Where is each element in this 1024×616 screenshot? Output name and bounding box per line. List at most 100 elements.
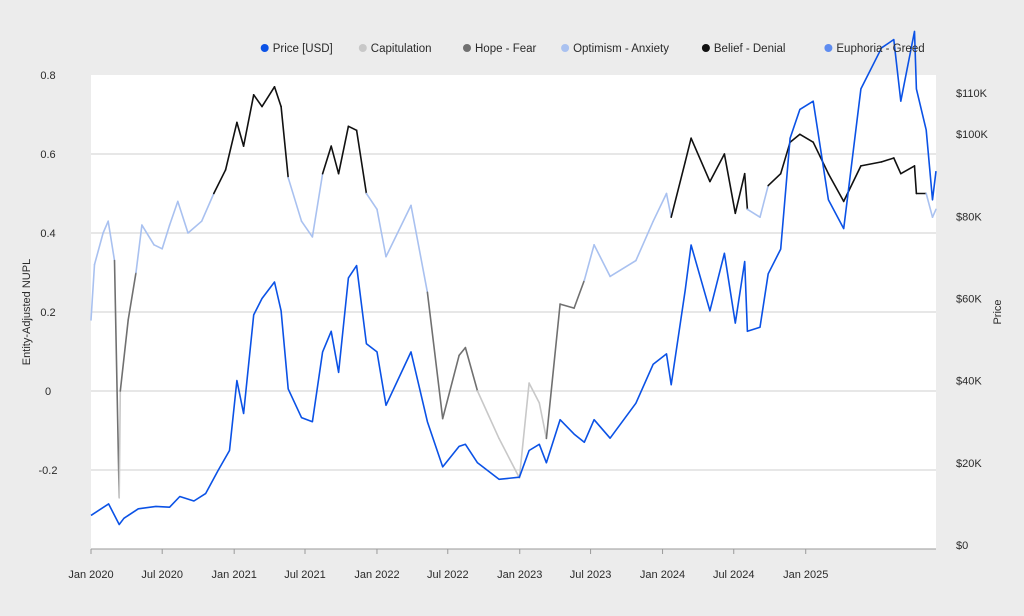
nupl-segment-optimism-anxiety [187, 220, 203, 234]
legend-item-hope-fear: Hope - Fear [463, 43, 537, 55]
nupl-segment-belief-denial [842, 165, 862, 203]
y-left-tick-0: 0 [45, 386, 51, 398]
nupl-segment-belief-denial [892, 157, 902, 175]
nupl-segment-capitulation [528, 382, 541, 404]
y-axis-right: $110K $100K $80K $60K $40K $20K $0 [956, 88, 988, 552]
legend-swatch-euphoria-greed [824, 44, 833, 52]
legend-item-price: Price [USD] [260, 43, 333, 55]
y-left-tick-0-8: 0.8 [40, 70, 55, 82]
nupl-segment-capitulation [518, 382, 530, 479]
nupl-segment-hope-fear [119, 319, 129, 392]
legend-swatch-price [260, 44, 269, 52]
x-tick-jul-2024: Jul 2024 [713, 569, 755, 581]
nupl-line-segments [90, 86, 937, 499]
nupl-segment-optimism-anxiety [135, 224, 143, 274]
nupl-segment-belief-denial [913, 165, 918, 195]
nupl-segment-hope-fear [127, 271, 137, 321]
gridlines [91, 153, 936, 471]
nupl-segment-optimism-anxiety [153, 244, 163, 250]
y-right-tick-20k: $20K [956, 458, 982, 470]
nupl-segment-optimism-anxiety [376, 208, 387, 258]
nupl-segment-belief-denial [743, 172, 749, 211]
price-line [90, 30, 937, 526]
x-tick-jan-2023: Jan 2023 [497, 569, 542, 581]
nupl-segment-belief-denial [337, 125, 350, 175]
y-axis-left-title: Entity-Adjusted NUPL [21, 259, 33, 365]
legend-label-belief-denial: Belief - Denial [714, 43, 786, 55]
nupl-segment-capitulation [538, 402, 548, 440]
nupl-segment-belief-denial [690, 137, 711, 183]
nupl-segment-optimism-anxiety [925, 192, 934, 218]
legend-item-optimism-anxiety: Optimism - Anxiety [561, 43, 669, 55]
x-tick-jan-2021: Jan 2021 [212, 569, 257, 581]
nupl-segment-belief-denial [273, 86, 282, 108]
x-tick-jul-2023: Jul 2023 [570, 569, 612, 581]
nupl-segment-belief-denial [789, 133, 801, 143]
nupl-segment-belief-denial [734, 172, 746, 215]
nupl-segment-belief-denial [321, 145, 333, 175]
y-left-tick-0-4: 0.4 [40, 228, 55, 240]
x-tick-jul-2020: Jul 2020 [141, 569, 183, 581]
nupl-segment-hope-fear [559, 303, 575, 309]
nupl-segment-optimism-anxiety [385, 204, 412, 258]
y-left-tick-0-6: 0.6 [40, 149, 55, 161]
nupl-segment-optimism-anxiety [287, 176, 303, 222]
nupl-segment-belief-denial [799, 133, 815, 143]
legend-swatch-capitulation [358, 44, 367, 52]
nupl-segment-optimism-anxiety [107, 220, 116, 262]
y-left-tick-0-2: -0.2 [39, 465, 58, 477]
nupl-segment-optimism-anxiety [161, 224, 171, 250]
nupl-segment-optimism-anxiety [759, 184, 770, 218]
nupl-segment-hope-fear [426, 291, 444, 420]
nupl-segment-belief-denial [252, 94, 263, 108]
nupl-segment-optimism-anxiety [609, 259, 637, 278]
nupl-segment-optimism-anxiety [635, 220, 655, 262]
nupl-segment-belief-denial [723, 153, 737, 215]
legend-item-euphoria-greed: Euphoria - Greed [824, 43, 925, 55]
x-tick-jul-2021: Jul 2021 [284, 569, 326, 581]
x-tick-jan-2024: Jan 2024 [640, 569, 685, 581]
legend-label-euphoria-greed: Euphoria - Greed [836, 43, 924, 55]
nupl-segment-optimism-anxiety [200, 192, 215, 222]
y-left-tick-0-2: 0.2 [40, 307, 55, 319]
legend-swatch-hope-fear [463, 44, 471, 52]
nupl-segment-belief-denial [899, 165, 916, 175]
nupl-segment-optimism-anxiety [93, 232, 104, 266]
nupl-segment-belief-denial [880, 157, 895, 163]
y-right-tick-40k: $40K [956, 376, 982, 388]
nupl-segment-optimism-anxiety [365, 192, 378, 211]
nupl-segment-belief-denial [347, 125, 358, 132]
nupl-segment-optimism-anxiety [931, 208, 937, 218]
nupl-segment-optimism-anxiety [168, 200, 179, 226]
legend-swatch-optimism-anxiety [561, 44, 570, 52]
x-tick-jan-2025: Jan 2025 [783, 569, 828, 581]
nupl-segment-optimism-anxiety [583, 244, 595, 282]
nupl-segment-hope-fear [573, 279, 586, 309]
nupl-segment-capitulation [118, 390, 122, 499]
nupl-segment-belief-denial [709, 153, 726, 183]
nupl-segment-belief-denial [261, 86, 276, 108]
nupl-segment-belief-denial [812, 141, 830, 175]
nupl-segment-belief-denial [860, 161, 883, 167]
legend-item-belief-denial: Belief - Denial [701, 43, 786, 55]
nupl-segment-belief-denial [242, 94, 255, 147]
nupl-segment-optimism-anxiety [746, 208, 761, 218]
nupl-segment-optimism-anxiety [177, 200, 189, 234]
y-right-tick-60k: $60K [956, 293, 982, 305]
nupl-segment-belief-denial [280, 105, 290, 179]
x-tick-jan-2020: Jan 2020 [68, 569, 113, 581]
y-right-tick-110k: $110K [956, 88, 988, 100]
x-tick-jul-2022: Jul 2022 [427, 569, 469, 581]
nupl-segment-optimism-anxiety [90, 263, 96, 321]
legend-label-optimism-anxiety: Optimism - Anxiety [573, 43, 669, 55]
y-axis-left: 0.8 0.6 0.4 0.2 0 -0.2 [39, 70, 58, 477]
nupl-segment-belief-denial [224, 121, 238, 171]
nupl-segment-optimism-anxiety [593, 244, 611, 278]
nupl-segment-belief-denial [330, 145, 340, 175]
nupl-segment-belief-denial [236, 121, 245, 147]
nupl-segment-belief-denial [213, 169, 227, 195]
nupl-segment-optimism-anxiety [652, 192, 668, 222]
y-right-tick-80k: $80K [956, 211, 982, 223]
x-axis: Jan 2020 Jul 2020 Jan 2021 Jul 2021 Jan 2022… [68, 548, 936, 581]
nupl-segment-belief-denial [827, 172, 845, 203]
